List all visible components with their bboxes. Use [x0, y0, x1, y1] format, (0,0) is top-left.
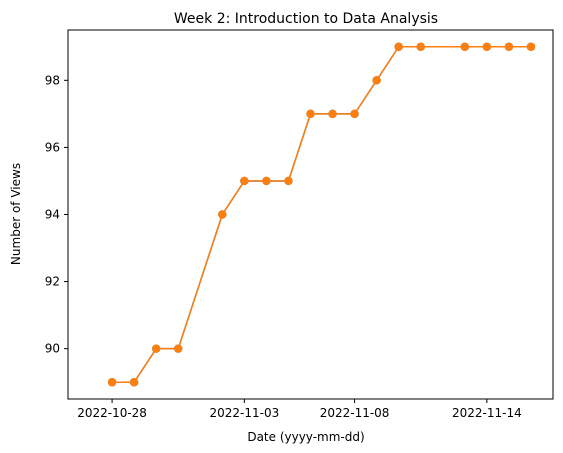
data-point: [129, 378, 139, 387]
series-line: [111, 46, 532, 383]
y-tick-label: 98: [45, 73, 60, 87]
series-1: [107, 42, 536, 387]
y-axis: 90 92 94 96 98: [45, 73, 68, 356]
data-point: [284, 176, 293, 186]
y-tick-label: 90: [45, 342, 60, 356]
x-tick-label: 2022-10-28: [77, 406, 147, 420]
x-tick-label: 2022-11-14: [452, 406, 522, 420]
data-point: [460, 42, 470, 51]
data-point: [394, 42, 403, 51]
data-point: [482, 42, 492, 51]
data-point: [240, 176, 249, 186]
y-axis-label: Number of Views: [9, 163, 23, 265]
x-tick-label: 2022-11-03: [209, 406, 279, 420]
y-tick-label: 94: [45, 208, 60, 222]
x-axis: 2022-10-28 2022-11-03 2022-11-08 2022-11-14: [77, 399, 522, 420]
data-point: [328, 109, 337, 119]
data-point: [504, 42, 514, 51]
data-point: [174, 344, 183, 353]
data-point: [151, 344, 161, 353]
y-tick-label: 96: [45, 140, 60, 154]
data-point: [350, 109, 359, 119]
series-0: [107, 42, 536, 387]
data-point: [306, 109, 315, 119]
data-point: [416, 42, 425, 51]
plot-frame: [67, 29, 554, 400]
data-point: [262, 176, 271, 186]
data-point: [218, 210, 227, 219]
y-tick-label: 92: [45, 275, 60, 289]
data-point: [372, 76, 381, 85]
plot-area: [107, 42, 536, 387]
data-point: [107, 378, 117, 387]
data-point: [526, 42, 536, 51]
x-tick-label: 2022-11-08: [320, 406, 390, 420]
series-line: [111, 46, 532, 383]
x-axis-label: Date (yyyy-mm-dd): [247, 430, 364, 444]
chart-title: Week 2: Introduction to Data Analysis: [174, 11, 438, 27]
